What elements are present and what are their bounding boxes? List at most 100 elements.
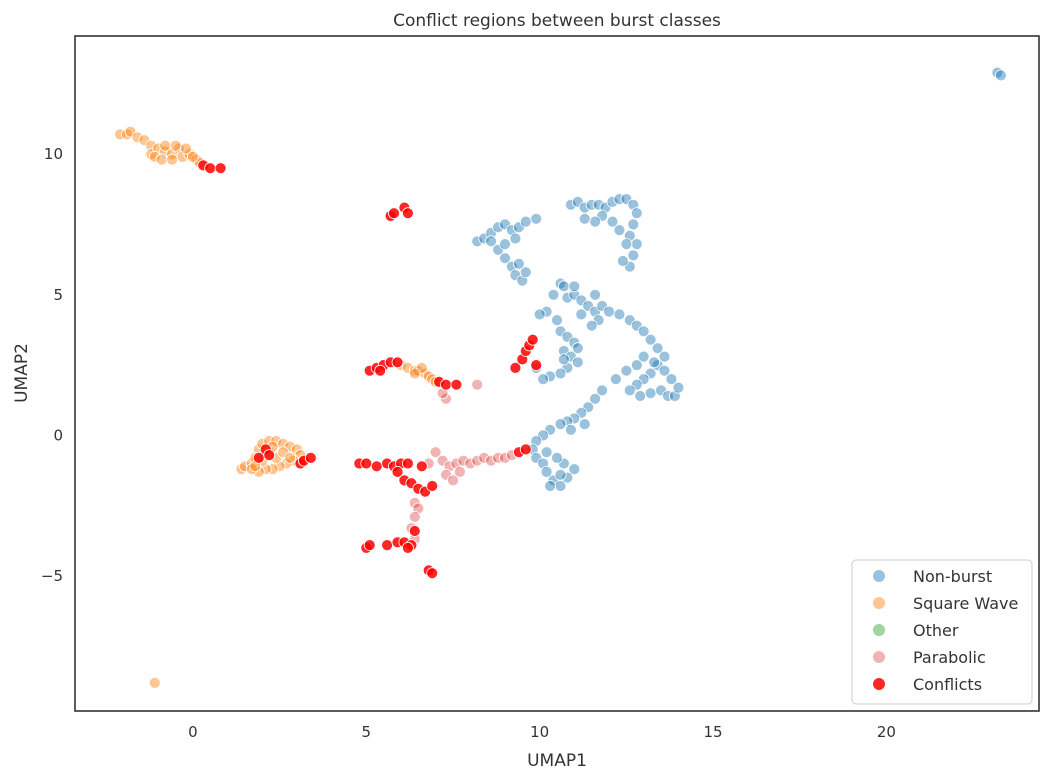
non-burst-point xyxy=(634,390,647,402)
non-burst-point xyxy=(554,367,567,380)
conflicts-point xyxy=(426,567,439,580)
conflicts-point xyxy=(363,539,376,551)
non-burst-point xyxy=(603,305,615,318)
non-burst-point xyxy=(648,356,660,369)
non-burst-point xyxy=(551,314,563,327)
conflicts-point xyxy=(370,460,383,473)
non-burst-point xyxy=(485,235,498,248)
y-tick-label: 0 xyxy=(53,426,63,444)
conflicts-point xyxy=(401,207,414,220)
square-wave-point xyxy=(284,451,296,464)
parabolic-point xyxy=(478,451,491,464)
square-wave-point xyxy=(180,142,192,155)
x-tick-label: 15 xyxy=(703,723,722,741)
parabolic-point xyxy=(499,451,511,464)
non-burst-point xyxy=(544,370,556,383)
conflicts-point xyxy=(415,460,428,473)
non-burst-point xyxy=(620,238,633,251)
conflicts-point xyxy=(374,364,387,377)
legend-label-other: Other xyxy=(913,621,959,640)
parabolic-point xyxy=(440,392,452,405)
parabolic-point xyxy=(429,446,442,459)
non-burst-point xyxy=(568,463,581,476)
square-wave-point xyxy=(131,131,144,144)
legend-marker-parabolic xyxy=(873,651,885,663)
non-burst-point xyxy=(533,308,546,321)
non-burst-point xyxy=(637,350,650,363)
square-wave-point xyxy=(280,457,293,470)
non-burst-point xyxy=(578,418,591,431)
non-burst-point xyxy=(554,468,567,481)
conflicts-point xyxy=(526,333,539,346)
conflicts-point xyxy=(304,451,317,464)
non-burst-point xyxy=(561,291,574,304)
non-burst-point xyxy=(613,224,626,237)
square-wave-point xyxy=(159,139,172,152)
non-burst-point xyxy=(558,280,570,293)
legend-marker-non-burst xyxy=(873,570,885,582)
non-burst-point xyxy=(530,212,543,225)
conflicts-point xyxy=(391,465,404,478)
non-burst-point xyxy=(561,471,574,484)
conflicts-point xyxy=(426,480,439,492)
square-wave-point xyxy=(145,139,158,152)
non-burst-point xyxy=(662,390,674,402)
x-axis-label: UMAP1 xyxy=(527,751,587,771)
non-burst-point xyxy=(571,356,584,369)
non-burst-point xyxy=(644,387,657,400)
non-burst-point xyxy=(613,193,626,206)
points-layer xyxy=(114,66,1007,689)
square-wave-point xyxy=(266,463,279,476)
conflicts-point xyxy=(509,361,522,374)
chart-title: Conflict regions between burst classes xyxy=(393,11,721,31)
non-burst-point xyxy=(540,446,553,459)
square-wave-point xyxy=(290,443,303,456)
parabolic-point xyxy=(408,511,421,523)
non-burst-point xyxy=(627,218,640,231)
non-burst-point xyxy=(651,342,664,355)
non-burst-point xyxy=(540,465,553,478)
x-tick-label: 5 xyxy=(362,723,372,741)
non-burst-point xyxy=(519,215,532,228)
legend-box xyxy=(851,559,1033,705)
y-axis-label: UMAP2 xyxy=(12,343,32,403)
non-burst-point xyxy=(568,336,581,349)
non-burst-point xyxy=(492,221,505,234)
non-burst-point xyxy=(606,195,619,208)
non-burst-point xyxy=(544,480,556,492)
square-wave-point xyxy=(169,139,182,152)
parabolic-point xyxy=(453,465,466,478)
conflicts-point xyxy=(214,162,227,175)
non-burst-point xyxy=(589,392,601,405)
legend-marker-other xyxy=(873,624,885,636)
non-burst-point xyxy=(589,288,601,301)
non-burst-point xyxy=(551,451,563,464)
non-burst-point xyxy=(589,215,601,228)
conflicts-point xyxy=(408,525,421,537)
legend-marker-conflicts xyxy=(873,678,885,690)
conflicts-point xyxy=(360,457,373,470)
non-burst-point xyxy=(596,384,608,397)
square-wave-point xyxy=(186,150,199,163)
non-burst-point xyxy=(578,212,591,225)
non-burst-point xyxy=(623,384,636,397)
square-wave-point xyxy=(155,153,168,166)
non-burst-point xyxy=(568,412,581,425)
parabolic-point xyxy=(492,451,505,464)
parabolic-point xyxy=(408,496,421,509)
conflicts-point xyxy=(381,539,394,551)
square-wave-point xyxy=(252,465,265,478)
non-burst-point xyxy=(630,359,643,372)
non-burst-point xyxy=(995,69,1007,82)
non-burst-point xyxy=(537,373,549,386)
legend-marker-square-wave xyxy=(873,597,885,609)
square-wave-point xyxy=(238,460,251,473)
non-burst-point xyxy=(627,249,640,262)
parabolic-point xyxy=(447,474,459,487)
non-burst-point xyxy=(568,280,581,293)
non-burst-point xyxy=(547,288,560,301)
conflicts-point xyxy=(204,162,217,175)
square-wave-point xyxy=(270,435,283,447)
